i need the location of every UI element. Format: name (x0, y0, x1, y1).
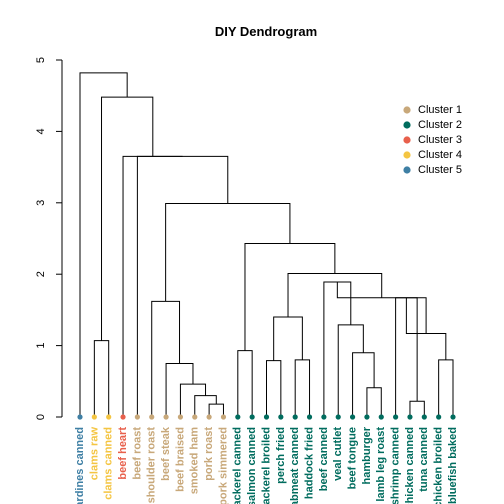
y-tick-label: 2 (35, 271, 47, 277)
leaf-point (77, 414, 83, 420)
leaf-label: sardines canned (74, 427, 86, 504)
dendrogram-link (122, 155, 183, 417)
leaf-point (106, 414, 112, 420)
leaf-point (450, 414, 456, 420)
leaf-label: mackerel canned (232, 427, 244, 504)
leaf-label: veal cutlet (332, 427, 344, 481)
leaf-label: pork simmered (217, 427, 229, 504)
y-tick-label: 1 (35, 343, 47, 349)
leaf-label: beef tongue (346, 427, 358, 489)
dendrogram-link (136, 155, 229, 417)
dendrogram-links (79, 72, 454, 417)
legend-label: Cluster 5 (418, 164, 462, 176)
leaf-point (436, 414, 442, 420)
leaf-label: beef roast (131, 427, 143, 480)
y-tick-label: 0 (35, 414, 47, 420)
leaf-point (421, 414, 427, 420)
legend-label: Cluster 1 (418, 104, 462, 116)
dendrogram-link (352, 352, 375, 417)
dendrogram-link (287, 272, 383, 318)
chart-title: DIY Dendrogram (215, 24, 317, 39)
leaf-label: chicken broiled (433, 427, 445, 504)
leaf-label: pork roast (203, 427, 215, 481)
leaf-label: tuna canned (418, 427, 430, 492)
leaf-label: bluefish baked (447, 427, 459, 504)
y-tick-label: 5 (35, 57, 47, 63)
leaf-point (220, 414, 227, 420)
leaf-point (206, 414, 212, 420)
dendrogram-link (266, 360, 282, 417)
dendrogram-link (179, 383, 207, 417)
y-axis: 0 1 2 3 4 5 (35, 57, 63, 420)
dendrogram-link (93, 340, 110, 417)
dendrogram-link (237, 350, 253, 417)
legend-label: Cluster 3 (418, 134, 462, 146)
leaf-point (149, 414, 155, 420)
leaf-label: shrimp canned (390, 427, 402, 504)
leaf-label: salmon canned (246, 427, 258, 504)
leaf-point (364, 414, 370, 420)
leaf-label: beef steak (160, 426, 172, 481)
dendrogram-link (165, 362, 194, 417)
legend-marker (403, 121, 411, 129)
leaf-label: clams raw (88, 427, 100, 481)
leaf-label: lamb leg roast (375, 427, 387, 502)
legend-label: Cluster 4 (418, 149, 462, 161)
leaf-label: clams canned (103, 427, 115, 500)
leaf-point (163, 414, 169, 420)
leaf-point (321, 414, 327, 420)
dendrogram-link (438, 359, 454, 417)
leaf-label: shoulder roast (146, 427, 158, 504)
leaf-point (335, 414, 341, 420)
legend-marker (403, 151, 411, 159)
leaf-point (306, 414, 313, 420)
legend-marker (403, 166, 411, 174)
leaf-point (378, 414, 384, 420)
dendrogram-link (273, 316, 303, 361)
leaf-label: haddock fried (303, 427, 315, 499)
leaf-point (192, 414, 198, 420)
leaf-point (393, 414, 399, 420)
leaf-point (120, 414, 126, 420)
dendrogram-link (294, 359, 311, 417)
dendrogram-link (366, 387, 382, 417)
leaf-label: beef heart (117, 427, 129, 480)
dendrogram-link (337, 324, 364, 417)
leaf-point (407, 414, 413, 420)
dendrogram-link (208, 403, 224, 417)
leaf-label: perch fried (275, 427, 287, 484)
leaf-point (91, 414, 97, 420)
dendrogram-link (101, 96, 154, 341)
leaf-point (278, 414, 284, 420)
leaf-point (134, 414, 140, 420)
dendrogram-link (165, 203, 291, 302)
leaf-markers (77, 414, 456, 420)
leaf-label: mackerel broiled (260, 427, 272, 504)
legend: Cluster 1 Cluster 2 Cluster 3 Cluster 4 Clus… (403, 104, 462, 176)
legend-marker (403, 136, 411, 144)
leaf-labels: sardines canned clams raw clams canned beef… (74, 426, 459, 504)
dendrogram-link (409, 400, 425, 417)
leaf-point (249, 414, 255, 420)
leaf-label: beef braised (174, 427, 186, 492)
dendrogram-link (194, 395, 217, 417)
leaf-point (235, 414, 241, 420)
leaf-label: crabmeat canned (289, 427, 301, 504)
leaf-label: beef canned (318, 427, 330, 491)
y-tick-label: 3 (35, 200, 47, 206)
leaf-label: chicken canned (404, 427, 416, 504)
dendrogram-link (323, 281, 352, 417)
legend-label: Cluster 2 (418, 119, 462, 131)
leaf-point (263, 414, 270, 420)
dendrogram-link (244, 242, 336, 351)
leaf-point (349, 414, 356, 420)
y-tick-label: 4 (35, 128, 47, 134)
legend-marker (403, 106, 411, 114)
leaf-label: smoked ham (189, 427, 201, 494)
leaf-point (292, 414, 298, 420)
dendrogram-link (79, 72, 128, 417)
leaf-point (177, 414, 184, 420)
leaf-label: hamburger (361, 426, 373, 484)
